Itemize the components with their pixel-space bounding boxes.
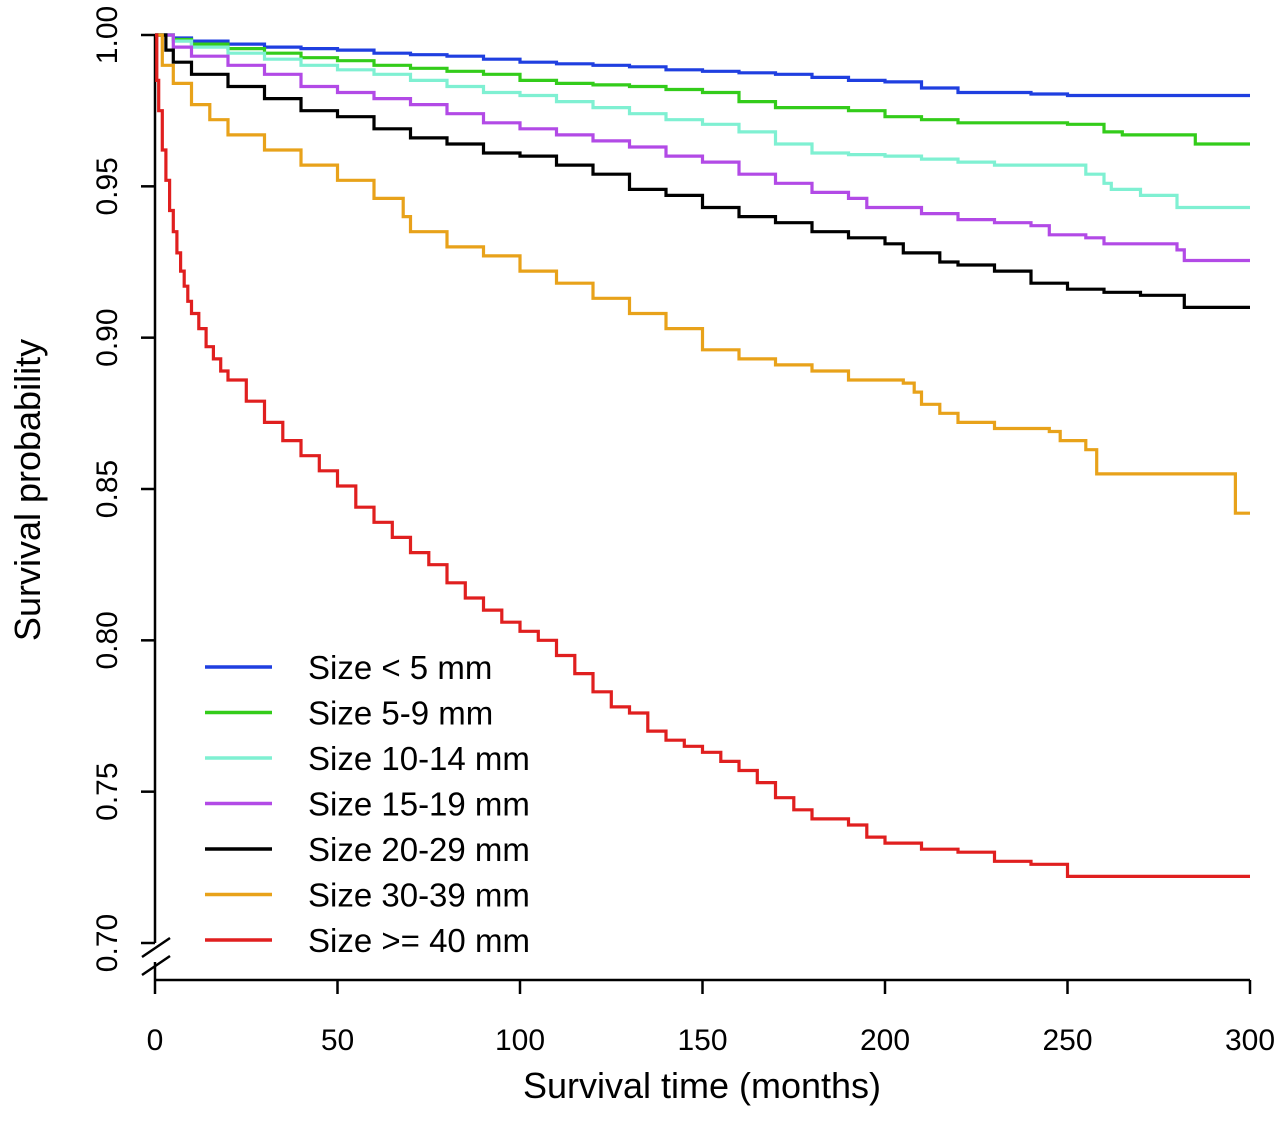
- y-tick-label: 0.95: [91, 157, 124, 215]
- y-tick-label: 0.80: [91, 611, 124, 669]
- legend: Size < 5 mm Size 5-9 mm Size 10-14 mm Size …: [205, 649, 530, 959]
- x-tick-label: 200: [860, 1024, 910, 1057]
- x-axis-title: Survival time (months): [523, 1065, 881, 1106]
- y-tick-label: 0.90: [91, 308, 124, 366]
- series-line-6: [155, 33, 1250, 878]
- y-tick-label: 1.00: [91, 6, 124, 64]
- series-line-2: [155, 33, 1250, 210]
- series-line-1: [155, 33, 1250, 146]
- y-tick-label: 0.70: [91, 914, 124, 972]
- x-tick-label: 0: [147, 1024, 164, 1057]
- legend-entry-label: Size 15-19 mm: [308, 786, 530, 823]
- series-line-0: [155, 33, 1250, 98]
- axis-break-mark: [141, 936, 171, 959]
- x-tick-label: 300: [1225, 1024, 1275, 1057]
- axes: 0 50 100 150 200 250 300 0.70 0.75 0.80 0.85 0.90 0.…: [91, 6, 1275, 1057]
- x-tick-label: 50: [321, 1024, 354, 1057]
- legend-entry-label: Size 10-14 mm: [308, 740, 530, 777]
- axis-break-mark: [141, 954, 171, 977]
- x-tick-label: 150: [677, 1024, 727, 1057]
- legend-entry-label: Size >= 40 mm: [308, 922, 530, 959]
- legend-entry-label: Size 20-29 mm: [308, 831, 530, 868]
- series-line-4: [155, 33, 1250, 309]
- y-tick-label: 0.85: [91, 460, 124, 518]
- series-line-3: [155, 33, 1250, 263]
- series-layer: [155, 33, 1250, 878]
- x-tick-label: 250: [1042, 1024, 1092, 1057]
- y-axis-title: Survival probability: [7, 339, 48, 641]
- legend-entry-label: Size 5-9 mm: [308, 695, 493, 732]
- series-line-5: [155, 33, 1250, 515]
- legend-entry-label: Size < 5 mm: [308, 649, 492, 686]
- legend-entry-label: Size 30-39 mm: [308, 877, 530, 914]
- y-tick-label: 0.75: [91, 762, 124, 820]
- x-tick-label: 100: [495, 1024, 545, 1057]
